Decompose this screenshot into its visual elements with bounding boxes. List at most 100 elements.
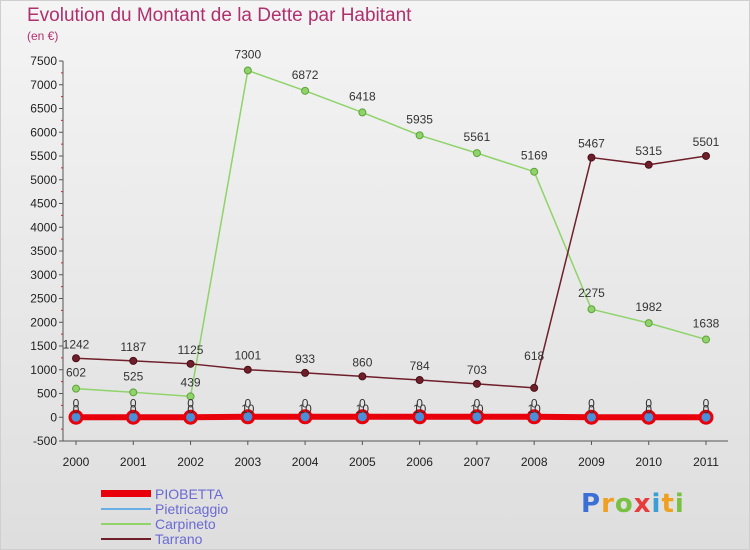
legend-item-tarrano: Tarrano — [101, 531, 361, 547]
data-point-tarrano — [129, 356, 138, 365]
x-tick-label: 2009 — [578, 455, 605, 469]
chart-subtitle: (en €) — [27, 29, 59, 43]
data-point-tarrano — [186, 359, 195, 368]
y-tick-label: 4500 — [30, 197, 57, 211]
x-tick-label: 2001 — [120, 455, 147, 469]
data-label-carpineto: 602 — [66, 366, 86, 380]
data-label-piobetta: 10 — [356, 402, 370, 416]
legend-label-piobetta: PIOBETTA — [155, 486, 224, 502]
data-point-piobetta — [183, 409, 199, 425]
data-label-pietricaggio: 0 — [130, 396, 137, 410]
data-label-pietricaggio: 0 — [244, 396, 251, 410]
data-label-carpineto: 5561 — [464, 130, 491, 144]
data-label-pietricaggio: 0 — [703, 396, 710, 410]
chart-series — [68, 66, 714, 425]
data-point-carpineto — [243, 66, 252, 75]
x-tick-label: 2003 — [234, 455, 261, 469]
data-label-pietricaggio: 0 — [474, 396, 481, 410]
legend-label-carpineto: Carpineto — [155, 516, 216, 532]
legend-item-piobetta: PIOBETTA — [101, 486, 361, 502]
data-label-carpineto: 5935 — [406, 112, 433, 126]
data-label-carpineto: 525 — [123, 369, 143, 383]
data-point-piobetta — [240, 409, 256, 425]
data-label-piobetta: 10 — [413, 402, 427, 416]
logo-letter: i — [651, 489, 662, 519]
y-tick-label: 2000 — [30, 315, 57, 329]
data-label-carpineto: 2275 — [578, 286, 605, 300]
y-tick-label: 4000 — [30, 220, 57, 234]
data-label-pietricaggio: 0 — [416, 396, 423, 410]
data-label-tarrano: 5467 — [578, 137, 605, 151]
series-line-tarrano — [75, 155, 707, 389]
logo-letter: x — [633, 489, 652, 519]
data-label-tarrano: 5315 — [635, 144, 662, 158]
data-point-tarrano — [243, 365, 252, 374]
data-label-tarrano: 860 — [352, 355, 372, 369]
y-tick-label: 3500 — [30, 244, 57, 258]
data-label-piobetta: 0 — [130, 402, 137, 416]
data-point-tarrano — [644, 160, 653, 169]
data-point-tarrano — [530, 383, 539, 392]
data-label-pietricaggio: 0 — [73, 396, 80, 410]
legend-swatch-pietricaggio — [101, 508, 151, 510]
data-label-pietricaggio: 0 — [588, 396, 595, 410]
logo-letter: r — [601, 489, 615, 519]
x-tick-label: 2004 — [292, 455, 319, 469]
data-label-tarrano: 1001 — [234, 349, 261, 363]
y-tick-label: 7000 — [30, 78, 57, 92]
x-tick-label: 2010 — [635, 455, 662, 469]
data-label-piobetta: 0 — [73, 402, 80, 416]
data-label-pietricaggio: 0 — [645, 396, 652, 410]
data-label-carpineto: 1638 — [693, 316, 720, 330]
legend-item-pietricaggio: Pietricaggio — [101, 501, 361, 517]
data-label-piobetta: 10 — [470, 402, 484, 416]
y-tick-label: 6000 — [30, 125, 57, 139]
data-point-carpineto — [358, 108, 367, 117]
data-label-tarrano: 618 — [524, 349, 544, 363]
data-point-piobetta — [583, 409, 599, 425]
data-point-carpineto — [129, 388, 138, 397]
y-tick-label: 3000 — [30, 268, 57, 282]
data-label-tarrano: 1125 — [178, 343, 204, 357]
legend-label-pietricaggio: Pietricaggio — [155, 501, 229, 517]
data-point-piobetta — [68, 409, 84, 425]
y-tick-label: -500 — [33, 434, 57, 448]
data-label-piobetta: 0 — [703, 402, 710, 416]
data-point-carpineto — [702, 335, 710, 344]
data-point-carpineto — [530, 167, 539, 176]
data-point-carpineto — [415, 131, 424, 140]
data-point-piobetta — [354, 409, 370, 425]
data-label-piobetta: 0 — [187, 402, 194, 416]
data-point-piobetta — [469, 409, 485, 425]
data-label-tarrano: 703 — [467, 363, 487, 377]
x-tick-label: 2011 — [693, 455, 719, 469]
y-tick-label: 5000 — [30, 173, 57, 187]
data-point-piobetta — [412, 409, 428, 425]
y-tick-label: 500 — [37, 387, 57, 401]
y-tick-label: 7500 — [30, 54, 57, 68]
legend-swatch-tarrano — [101, 538, 151, 540]
data-point-piobetta — [125, 409, 141, 425]
y-tick-label: 6500 — [30, 102, 57, 116]
data-point-carpineto — [587, 305, 596, 314]
chart-axes: -500050010001500200025003000350040004500… — [30, 54, 728, 469]
data-point-carpineto — [72, 384, 80, 393]
data-label-tarrano: 933 — [295, 352, 315, 366]
data-point-piobetta — [641, 409, 657, 425]
data-label-piobetta: 10 — [298, 402, 312, 416]
data-point-piobetta — [698, 409, 714, 425]
data-label-pietricaggio: 0 — [359, 396, 366, 410]
data-label-carpineto: 6872 — [292, 68, 319, 82]
x-tick-label: 2006 — [406, 455, 433, 469]
data-label-pietricaggio: 0 — [302, 396, 309, 410]
data-point-tarrano — [702, 151, 710, 160]
series-line-carpineto — [75, 69, 707, 398]
data-label-carpineto: 1982 — [635, 300, 662, 314]
legend-swatch-carpineto — [101, 523, 151, 525]
x-tick-label: 2002 — [177, 455, 204, 469]
data-point-tarrano — [472, 379, 481, 388]
legend-swatch-piobetta — [101, 490, 151, 497]
